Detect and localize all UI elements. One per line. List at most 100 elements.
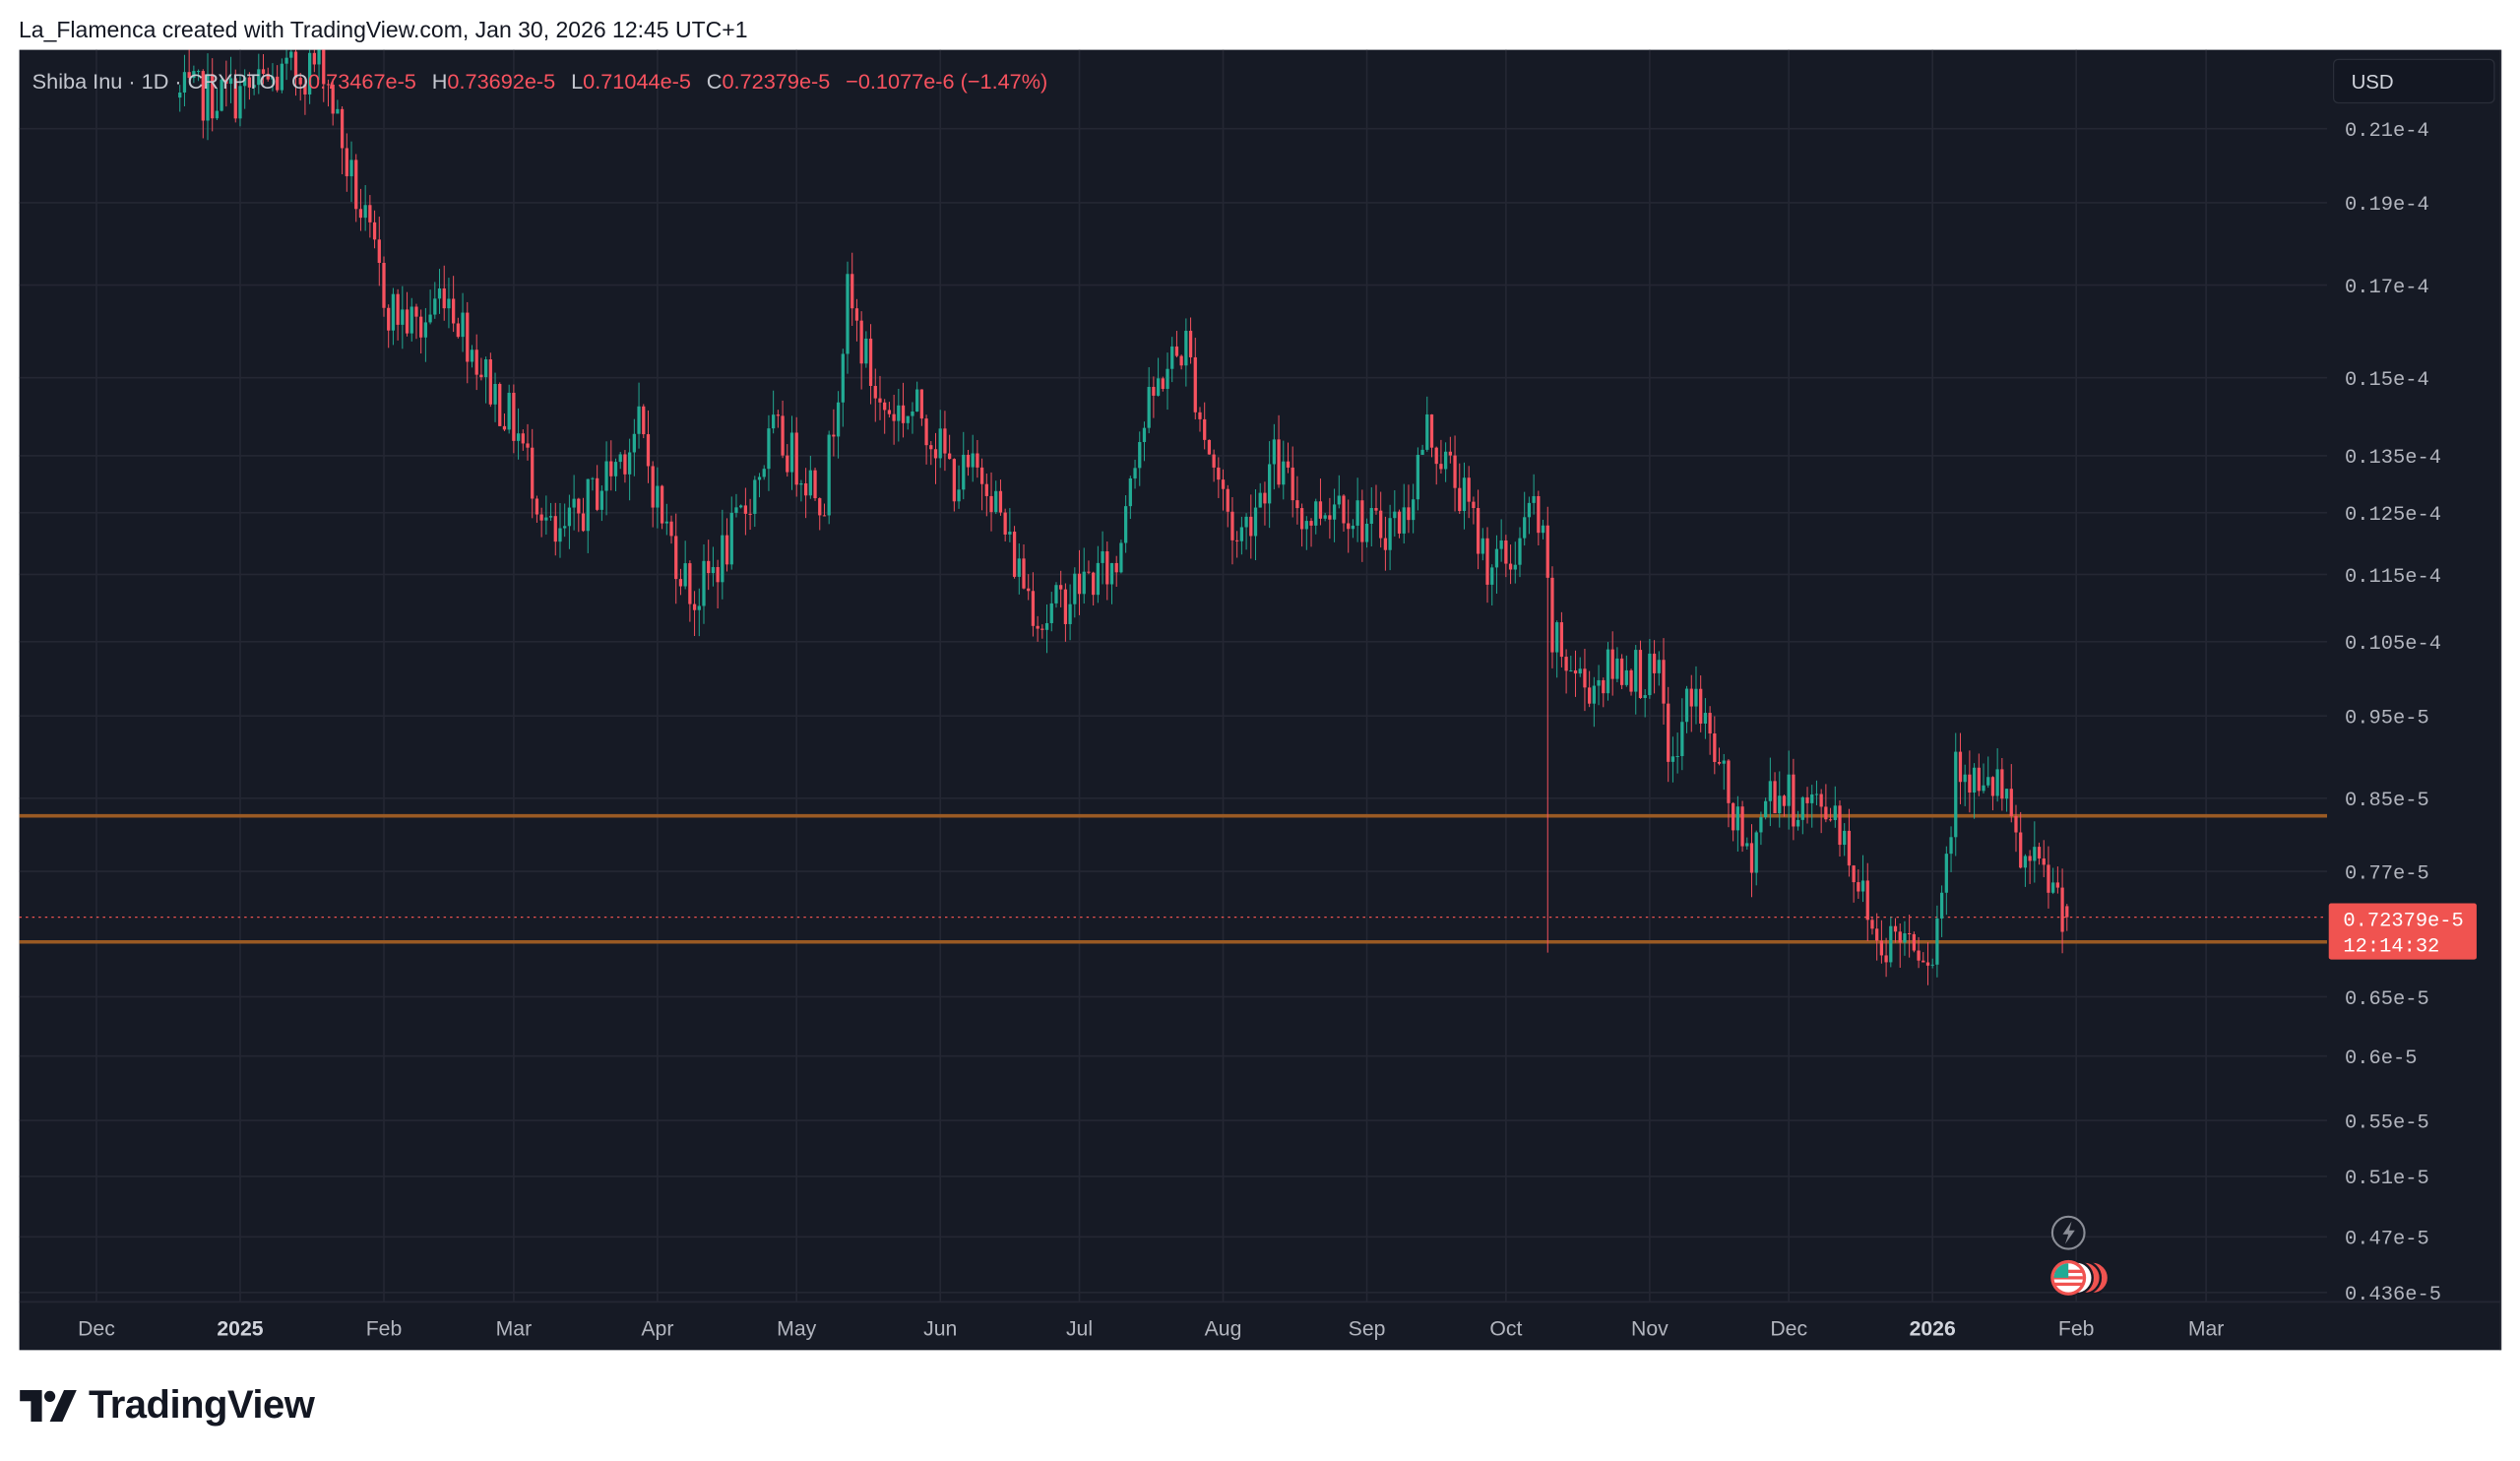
candle-body <box>1857 882 1860 892</box>
candle-body <box>1787 774 1791 806</box>
candle <box>1467 466 1471 519</box>
candle-body <box>396 293 400 325</box>
candle <box>1917 936 1921 969</box>
price-tick-label: 0.77e-5 <box>2345 862 2429 885</box>
candle <box>883 399 887 434</box>
candle <box>548 502 553 522</box>
candle <box>224 60 228 107</box>
candle-body <box>2047 864 2050 893</box>
candle <box>1833 786 1837 828</box>
candle-body <box>1309 521 1313 526</box>
price-tick-label: 0.17e-4 <box>2345 277 2429 299</box>
candle <box>1003 508 1007 541</box>
candle <box>483 356 488 404</box>
candle-body <box>182 72 187 93</box>
candle <box>1624 655 1628 687</box>
candle <box>307 49 312 104</box>
candle-body <box>1875 928 1879 941</box>
candle <box>2023 854 2028 887</box>
candle <box>470 345 474 368</box>
candle <box>767 414 771 491</box>
candle-body <box>1995 769 1999 796</box>
candle <box>521 429 525 451</box>
candle <box>1059 570 1063 607</box>
candle <box>748 498 752 531</box>
candle-body <box>257 69 261 86</box>
us-economic-events-icon[interactable] <box>2050 1259 2110 1296</box>
candle-body <box>832 434 836 437</box>
currency-button[interactable]: USD <box>2332 58 2495 104</box>
candle-body <box>391 293 396 331</box>
high-value: 0.73692e-5 <box>447 69 555 94</box>
candle <box>423 307 428 362</box>
candle-body <box>1843 830 1847 846</box>
candle <box>1485 527 1489 603</box>
candle <box>1092 571 1096 605</box>
candle-body <box>1662 660 1666 704</box>
lightning-event-icon[interactable] <box>2050 1215 2086 1250</box>
candle <box>211 58 215 132</box>
candle-body <box>1963 774 1967 783</box>
candle-body <box>1031 591 1036 626</box>
close-label: C <box>707 69 723 94</box>
candle-body <box>739 505 743 508</box>
candle <box>1383 516 1388 571</box>
time-tick-label: Sep <box>1349 1318 1386 1341</box>
candle-body <box>1657 660 1661 673</box>
candle-body <box>906 415 910 423</box>
candle <box>976 439 979 478</box>
price-axis[interactable]: 0.21e-4 0.19e-4 0.17e-4 0.15e-4 0.135e-4 0.12… <box>2345 120 2441 1306</box>
candle-body <box>1207 439 1212 455</box>
candle <box>1369 486 1373 547</box>
candle-body <box>1318 501 1323 519</box>
candle <box>1782 794 1787 817</box>
candle <box>1323 512 1327 522</box>
time-tick-label: Jun <box>923 1318 957 1341</box>
candle-body <box>261 69 266 74</box>
candle-body <box>1328 515 1332 520</box>
candle-body <box>1764 800 1768 818</box>
candle <box>516 408 521 460</box>
candle-body <box>933 449 938 459</box>
candle-body <box>1555 622 1559 653</box>
candle-body <box>1434 447 1438 465</box>
candle <box>1351 519 1355 539</box>
candle-body <box>1453 455 1457 488</box>
candle <box>599 485 604 522</box>
candle <box>2047 846 2050 909</box>
candle-body <box>280 63 284 91</box>
candle <box>488 352 492 408</box>
candle <box>1342 493 1346 533</box>
candle <box>952 458 956 512</box>
time-axis[interactable]: Dec 2025 Feb Mar Apr May Jun Jul Aug Sep Oct Nov Dec… <box>78 1318 2224 1341</box>
candle <box>1559 611 1564 667</box>
candle <box>1156 357 1161 397</box>
symbol-label[interactable]: Shiba Inu · 1D · CRYPTO <box>32 69 277 94</box>
candle-body <box>1235 540 1239 541</box>
candle <box>563 503 567 538</box>
candle-body <box>1063 589 1068 624</box>
tradingview-logo[interactable]: TradingView <box>20 1383 315 1428</box>
candle-body <box>349 159 353 177</box>
candle <box>1958 732 1963 804</box>
candle <box>531 428 535 519</box>
candle-body <box>1476 508 1480 554</box>
candle-body <box>1588 687 1592 704</box>
candle <box>382 256 386 317</box>
candle <box>897 388 901 442</box>
candle <box>1282 440 1286 500</box>
candle-body <box>1138 442 1142 469</box>
candle-body <box>498 384 502 426</box>
candle-body <box>604 461 608 491</box>
candle-body <box>1221 479 1226 489</box>
candle <box>1703 698 1708 739</box>
candle <box>1610 631 1614 696</box>
candle-body <box>1782 795 1787 806</box>
candle-body <box>507 392 511 430</box>
candle <box>1792 758 1796 841</box>
candle-body <box>1708 713 1712 734</box>
candle-body <box>1814 794 1819 795</box>
candle-body <box>516 433 521 441</box>
candle-body <box>1092 572 1096 596</box>
